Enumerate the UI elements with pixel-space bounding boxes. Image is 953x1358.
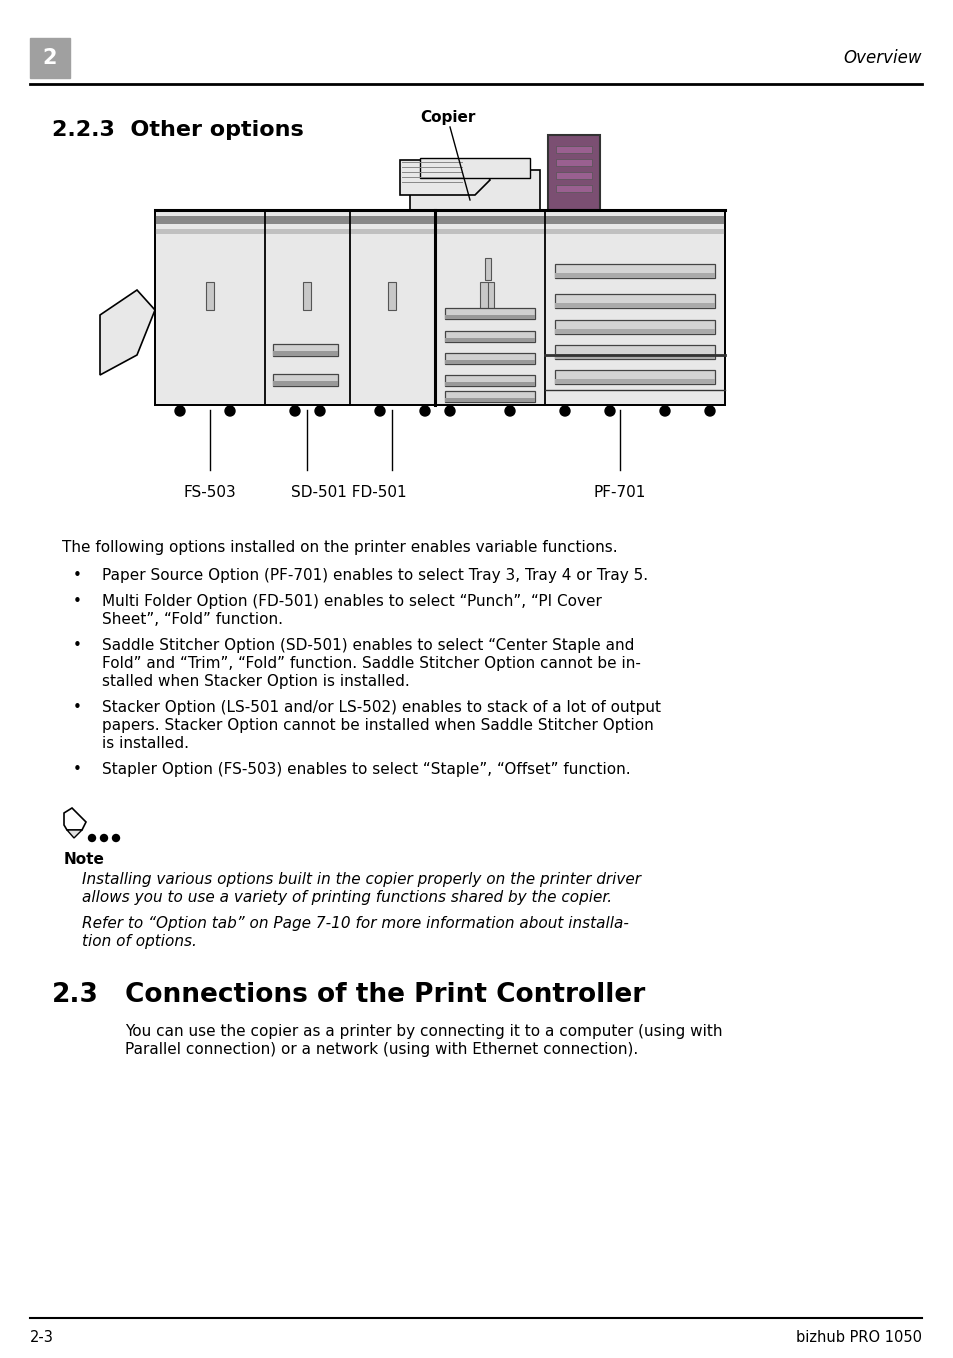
Polygon shape <box>399 160 490 196</box>
Circle shape <box>504 406 515 416</box>
Circle shape <box>375 406 385 416</box>
Bar <box>555 273 714 278</box>
Text: allows you to use a variety of printing functions shared by the copier.: allows you to use a variety of printing … <box>82 889 612 904</box>
Text: Saddle Stitcher Option (SD-501) enables to select “Center Staple and: Saddle Stitcher Option (SD-501) enables … <box>102 638 634 653</box>
Circle shape <box>559 406 569 416</box>
Text: Multi Folder Option (FD-501) enables to select “Punch”, “PI Cover: Multi Folder Option (FD-501) enables to … <box>102 593 601 608</box>
Bar <box>556 159 592 166</box>
Text: Copier: Copier <box>419 110 475 125</box>
Bar <box>444 338 535 342</box>
Text: •: • <box>73 568 82 583</box>
Bar <box>555 354 714 359</box>
Bar <box>154 230 724 234</box>
Text: Stacker Option (LS-501 and/or LS-502) enables to stack of a lot of output: Stacker Option (LS-501 and/or LS-502) en… <box>102 699 660 716</box>
Text: •: • <box>73 638 82 653</box>
Bar <box>479 282 488 310</box>
Bar <box>444 331 535 342</box>
Text: Paper Source Option (PF-701) enables to select Tray 3, Tray 4 or Tray 5.: Paper Source Option (PF-701) enables to … <box>102 568 647 583</box>
Bar <box>444 382 535 386</box>
Bar <box>273 382 337 386</box>
Bar <box>273 373 337 386</box>
Text: 2-3: 2-3 <box>30 1329 53 1344</box>
Polygon shape <box>64 808 86 830</box>
Bar <box>555 263 714 278</box>
Bar <box>206 282 213 310</box>
Text: PF-701: PF-701 <box>593 485 645 500</box>
Bar <box>556 172 592 179</box>
Circle shape <box>704 406 714 416</box>
Bar <box>273 350 337 356</box>
Text: •: • <box>73 762 82 777</box>
Bar <box>556 185 592 191</box>
Circle shape <box>174 406 185 416</box>
Bar <box>556 147 592 153</box>
Text: Fold” and “Trim”, “Fold” function. Saddle Stitcher Option cannot be in-: Fold” and “Trim”, “Fold” function. Saddl… <box>102 656 640 671</box>
Bar <box>444 360 535 364</box>
Text: Installing various options built in the copier properly on the printer driver: Installing various options built in the … <box>82 872 640 887</box>
Text: Note: Note <box>64 851 105 866</box>
Text: bizhub PRO 1050: bizhub PRO 1050 <box>795 1329 921 1344</box>
Bar <box>444 391 535 402</box>
Text: Overview: Overview <box>842 49 921 67</box>
Bar <box>555 379 714 384</box>
Text: Parallel connection) or a network (using with Ethernet connection).: Parallel connection) or a network (using… <box>125 1042 638 1057</box>
Text: 2.2.3  Other options: 2.2.3 Other options <box>52 120 303 140</box>
Bar <box>154 210 724 405</box>
Text: is installed.: is installed. <box>102 736 189 751</box>
Text: You can use the copier as a printer by connecting it to a computer (using with: You can use the copier as a printer by c… <box>125 1024 721 1039</box>
Text: •: • <box>73 593 82 608</box>
Bar <box>419 158 530 178</box>
Circle shape <box>659 406 669 416</box>
Text: The following options installed on the printer enables variable functions.: The following options installed on the p… <box>62 540 617 555</box>
Circle shape <box>444 406 455 416</box>
Bar <box>154 216 724 224</box>
Text: Stapler Option (FS-503) enables to select “Staple”, “Offset” function.: Stapler Option (FS-503) enables to selec… <box>102 762 630 777</box>
Text: stalled when Stacker Option is installed.: stalled when Stacker Option is installed… <box>102 674 410 689</box>
Polygon shape <box>100 291 154 375</box>
Bar <box>555 303 714 308</box>
Text: FS-503: FS-503 <box>183 485 236 500</box>
Bar <box>444 398 535 402</box>
Bar <box>555 329 714 334</box>
Text: tion of options.: tion of options. <box>82 934 196 949</box>
Text: 2.3: 2.3 <box>52 982 99 1008</box>
Bar <box>444 375 535 386</box>
Bar <box>444 353 535 364</box>
Polygon shape <box>67 830 82 838</box>
Bar <box>273 344 337 356</box>
Circle shape <box>419 406 430 416</box>
Circle shape <box>100 835 108 842</box>
Circle shape <box>112 835 119 842</box>
Bar <box>555 293 714 308</box>
Bar <box>547 134 599 210</box>
Text: Sheet”, “Fold” function.: Sheet”, “Fold” function. <box>102 612 283 627</box>
Text: •: • <box>73 699 82 716</box>
Text: SD-501 FD-501: SD-501 FD-501 <box>291 485 406 500</box>
Bar <box>555 320 714 334</box>
Bar <box>484 258 491 280</box>
Bar <box>410 170 539 210</box>
Bar <box>303 282 311 310</box>
Text: 2: 2 <box>43 48 57 68</box>
Bar <box>444 308 535 319</box>
Bar <box>555 369 714 384</box>
Circle shape <box>89 835 95 842</box>
Circle shape <box>604 406 615 416</box>
Text: Refer to “Option tab” on Page 7-10 for more information about installa-: Refer to “Option tab” on Page 7-10 for m… <box>82 917 628 932</box>
Circle shape <box>290 406 299 416</box>
Bar <box>30 38 70 77</box>
Text: papers. Stacker Option cannot be installed when Saddle Stitcher Option: papers. Stacker Option cannot be install… <box>102 718 653 733</box>
Text: Connections of the Print Controller: Connections of the Print Controller <box>125 982 644 1008</box>
Circle shape <box>314 406 325 416</box>
Bar <box>555 345 714 359</box>
Circle shape <box>225 406 234 416</box>
Bar <box>444 315 535 319</box>
Bar <box>388 282 395 310</box>
Bar <box>485 282 494 310</box>
